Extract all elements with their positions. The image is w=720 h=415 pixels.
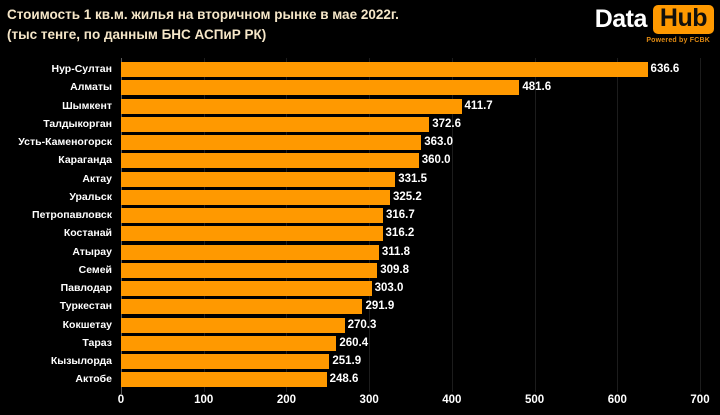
value-label: 248.6 — [329, 373, 359, 386]
bar[interactable] — [121, 171, 396, 187]
bar[interactable] — [121, 226, 383, 242]
category-label: Караганда — [58, 154, 112, 167]
value-label: 372.6 — [432, 117, 461, 130]
bar-row: Кызылорда 251.9 — [0, 354, 720, 369]
plot-area: Нур-Султан 636.6 Алматы 481.6 Шымкент 411.7 Та… — [0, 58, 720, 394]
bar-row: Семей 309.8 — [0, 262, 720, 278]
bar[interactable] — [121, 116, 430, 132]
x-tick-label: 500 — [524, 394, 545, 406]
chart-title-line-2: (тыс тенге, по данным БНС АСПиР РК) — [7, 27, 267, 42]
bar-row: Тараз 260.4 — [0, 335, 720, 351]
category-label: Атырау — [72, 245, 112, 258]
bar-row: Алматы 481.6 — [0, 80, 720, 96]
category-label: Костанай — [63, 227, 112, 240]
bar[interactable] — [121, 80, 520, 96]
bar-row: Талдыкорган 372.6 — [0, 116, 720, 132]
value-label: 270.3 — [347, 318, 377, 331]
category-label: Семей — [78, 263, 112, 276]
value-label: 636.6 — [650, 63, 680, 75]
bar[interactable] — [121, 208, 383, 223]
bar[interactable] — [121, 244, 379, 260]
bar[interactable] — [121, 335, 337, 351]
category-label: Актобе — [75, 373, 112, 386]
chart-header: Стоимость 1 кв.м. жилья на вторичном рын… — [0, 0, 720, 55]
category-label: Алматы — [70, 81, 112, 94]
bar[interactable] — [121, 299, 363, 315]
bar-row: Костанай 316.2 — [0, 226, 720, 242]
logo-text-hub: Hub — [659, 4, 708, 32]
bar[interactable] — [121, 153, 419, 169]
bar[interactable] — [121, 354, 330, 369]
bar-row: Актобе 248.6 — [0, 372, 720, 388]
category-label: Павлодар — [60, 282, 112, 294]
value-label: 411.7 — [464, 99, 493, 112]
bar-row: Павлодар 303.0 — [0, 281, 720, 296]
value-label: 316.7 — [385, 209, 415, 221]
value-label: 251.9 — [332, 355, 362, 367]
value-label: 325.2 — [392, 190, 422, 203]
value-label: 363.0 — [424, 136, 454, 148]
bar-row: Туркестан 291.9 — [0, 299, 720, 315]
category-label: Тараз — [82, 336, 112, 349]
bar-rows: Нур-Султан 636.6 Алматы 481.6 Шымкент 411.7 Та… — [0, 58, 720, 392]
category-label: Усть-Каменогорск — [18, 136, 112, 148]
category-label: Актау — [82, 172, 112, 185]
category-label: Кокшетау — [62, 318, 112, 331]
category-label: Уральск — [69, 190, 112, 203]
bar[interactable] — [121, 262, 378, 278]
x-axis: 0 100 200 300 400 500 600 700 — [0, 392, 720, 415]
value-label: 316.2 — [385, 227, 415, 240]
category-label: Нур-Султан — [51, 63, 112, 75]
bar-row: Караганда 360.0 — [0, 153, 720, 169]
x-tick-label: 400 — [442, 394, 462, 406]
bar[interactable] — [121, 135, 422, 150]
x-tick-label: 200 — [276, 394, 297, 406]
x-tick-label: 100 — [194, 394, 214, 406]
chart-title-line-1: Стоимость 1 кв.м. жилья на вторичном рын… — [7, 7, 399, 22]
category-label: Шымкент — [62, 99, 112, 112]
logo-wordmark: Data Hub — [582, 3, 714, 36]
bar-row: Усть-Каменогорск 363.0 — [0, 135, 720, 150]
bar[interactable] — [121, 62, 648, 77]
value-label: 260.4 — [339, 336, 369, 349]
category-label: Кызылорда — [50, 355, 112, 367]
value-label: 360.0 — [421, 154, 451, 167]
bar-row: Шымкент 411.7 — [0, 98, 720, 114]
value-label: 481.6 — [522, 81, 552, 94]
datahub-logo: Data Hub Powered by FCBK — [582, 3, 714, 53]
value-label: 311.8 — [381, 245, 411, 258]
bar[interactable] — [121, 98, 462, 114]
bar-row: Уральск 325.2 — [0, 189, 720, 205]
value-label: 309.8 — [380, 263, 410, 276]
value-label: 291.9 — [365, 300, 395, 313]
category-label: Петропавловск — [32, 209, 112, 221]
logo-text-data: Data — [594, 5, 648, 33]
category-label: Талдыкорган — [43, 117, 112, 130]
bar[interactable] — [121, 372, 327, 388]
logo-hub-badge: Hub — [652, 4, 714, 34]
logo-powered-by: Powered by FCBK — [646, 37, 710, 44]
chart-title: Стоимость 1 кв.м. жилья на вторичном рын… — [7, 5, 527, 45]
x-tick-label: 300 — [359, 394, 379, 406]
value-label: 303.0 — [374, 282, 404, 294]
bar-row: Кокшетау 270.3 — [0, 317, 720, 333]
value-label: 331.5 — [398, 172, 427, 185]
x-tick-label: 0 — [117, 394, 125, 406]
bar[interactable] — [121, 281, 372, 296]
bar-row: Атырау 311.8 — [0, 244, 720, 260]
x-tick-label: 600 — [607, 394, 627, 406]
category-label: Туркестан — [59, 300, 112, 313]
bar[interactable] — [121, 317, 345, 333]
bar-row: Петропавловск 316.7 — [0, 208, 720, 223]
bar-row: Актау 331.5 — [0, 171, 720, 187]
bar-row: Нур-Султан 636.6 — [0, 62, 720, 77]
bar[interactable] — [121, 189, 390, 205]
x-tick-label: 700 — [690, 394, 710, 406]
